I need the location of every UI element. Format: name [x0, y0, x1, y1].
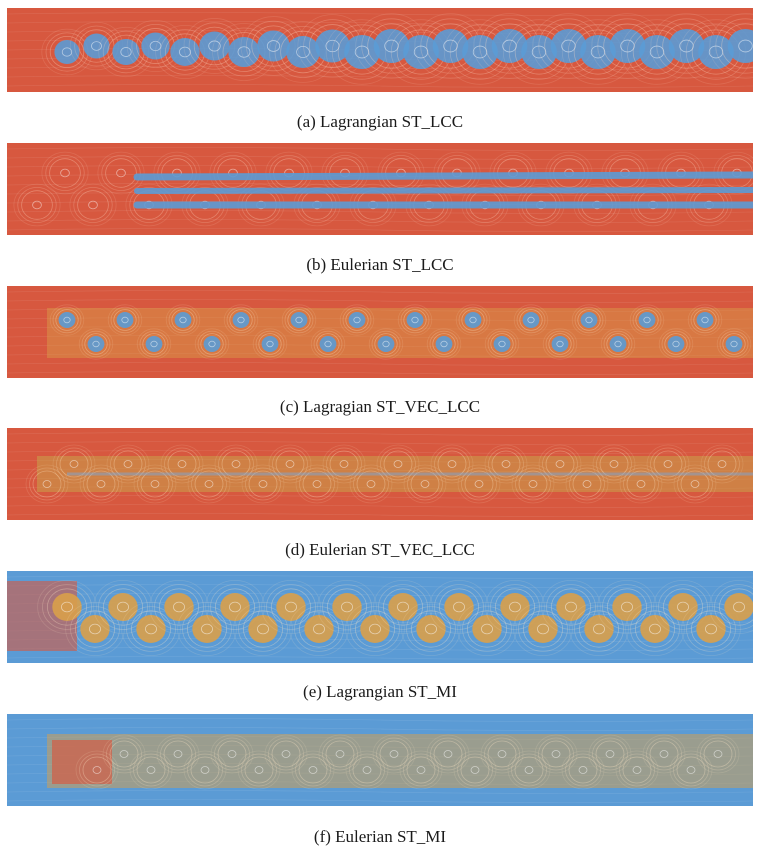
panel-a-image	[7, 8, 753, 92]
caption-b: (b) Eulerian ST_LCC	[306, 255, 454, 274]
flow-visualization-b	[7, 143, 753, 235]
flow-visualization-a	[7, 8, 753, 92]
caption-d: (d) Eulerian ST_VEC_LCC	[285, 540, 475, 559]
panel-e-image	[7, 571, 753, 663]
flow-visualization-d	[7, 428, 753, 520]
panel-c-image	[7, 286, 753, 378]
flow-visualization-f	[7, 714, 753, 806]
caption-c: (c) Lagragian ST_VEC_LCC	[279, 397, 481, 416]
caption-e: (e) Lagrangian ST_MI	[303, 682, 457, 701]
flow-visualization-c	[7, 286, 753, 378]
panel-d-image	[7, 428, 753, 520]
caption-a: (a) Lagrangian ST_LCC	[296, 112, 464, 131]
flow-visualization-e	[7, 571, 753, 663]
caption-f: (f) Eulerian ST_MI	[313, 827, 447, 846]
panel-f-image	[7, 714, 753, 806]
panel-b-image	[7, 143, 753, 235]
